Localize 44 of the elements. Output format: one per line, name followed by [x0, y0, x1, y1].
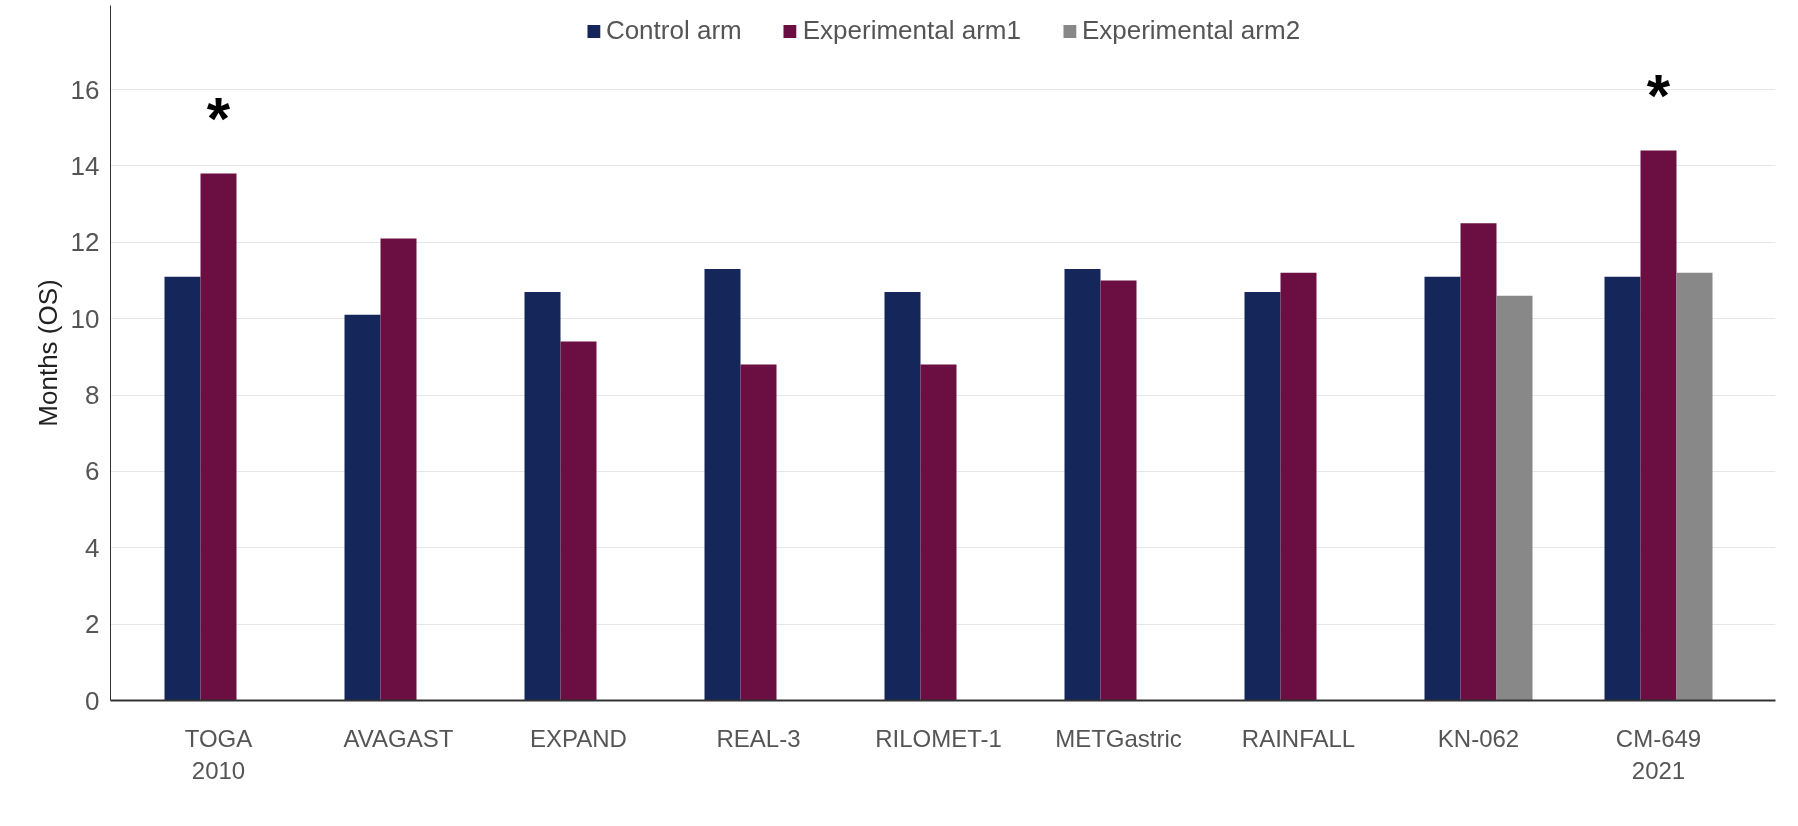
x-tick-label: RAINFALL: [1241, 724, 1356, 752]
bar: [1244, 291, 1281, 701]
y-tick-label: 8: [85, 380, 100, 411]
y-tick-label: 10: [70, 303, 100, 334]
bar: [524, 291, 561, 701]
bar: [164, 276, 201, 701]
bar: [884, 291, 921, 701]
bar: [1424, 276, 1461, 701]
bar: [1604, 276, 1641, 701]
bar: [344, 314, 381, 701]
y-tick-label: 2: [85, 609, 100, 640]
legend-label: Experimental arm1: [802, 15, 1021, 46]
legend-label: Experimental arm2: [1081, 15, 1301, 46]
bar: [560, 341, 597, 701]
legend-label: Control arm: [605, 15, 742, 46]
bar: [1280, 272, 1317, 701]
bar: [380, 238, 417, 701]
bar: [1676, 272, 1713, 701]
x-tick-label: TOGA 2010: [184, 724, 253, 784]
x-tick-label: CM-649 2021: [1615, 724, 1702, 784]
annotation: *: [1646, 62, 1671, 130]
bar: [740, 364, 777, 701]
x-tick-label: RILOMET-1: [875, 724, 1002, 752]
x-tick-label: KN-062: [1437, 724, 1520, 752]
bar: [200, 173, 237, 701]
y-tick-label: 4: [85, 532, 100, 563]
x-tick-label: METGastric: [1055, 724, 1182, 752]
bar: [920, 364, 957, 701]
y-tick-label: 12: [70, 227, 100, 258]
bar: [1100, 280, 1137, 701]
y-tick-label: 6: [85, 456, 100, 487]
y-tick-label: 14: [70, 150, 100, 181]
x-tick-label: AVAGAST: [343, 724, 454, 752]
x-tick-label: REAL-3: [716, 724, 801, 752]
bar: [1496, 295, 1533, 701]
bar: [1460, 223, 1497, 701]
bar: [704, 268, 741, 701]
y-tick-label: 16: [70, 74, 100, 105]
y-axis-title: Months (OS): [32, 279, 63, 427]
x-tick-label: EXPAND: [530, 724, 627, 752]
bar: [1640, 150, 1677, 701]
y-tick-label: 0: [85, 685, 100, 716]
bar: [1064, 268, 1101, 701]
annotation: *: [206, 85, 231, 153]
